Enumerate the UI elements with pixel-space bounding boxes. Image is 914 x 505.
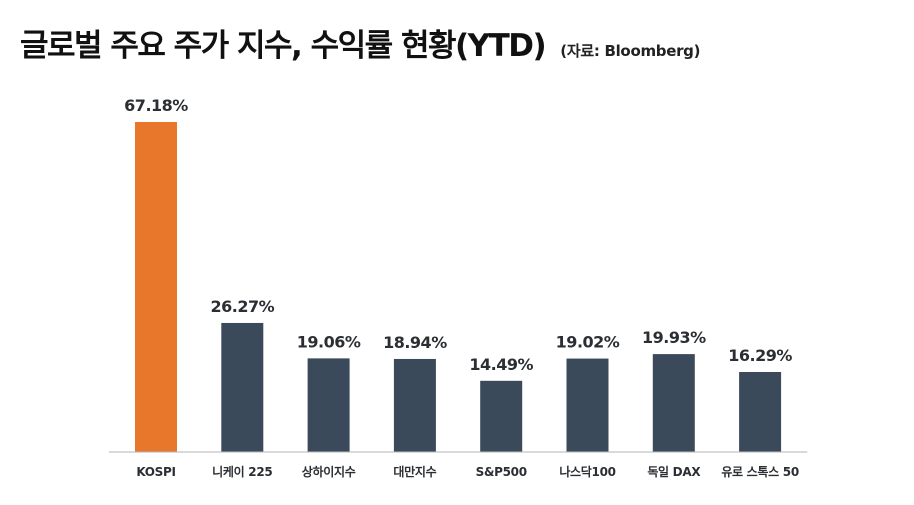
bar-kospi (135, 122, 177, 452)
category-label-대만지수: 대만지수 (393, 464, 436, 479)
value-label-독일-dax: 19.93% (642, 328, 706, 347)
bar-나스닥100 (566, 358, 609, 452)
category-label-상하이지수: 상하이지수 (302, 464, 356, 479)
bar-대만지수 (393, 358, 436, 452)
bar-니케이-225 (221, 322, 264, 452)
category-label-kospi: KOSPI (136, 465, 175, 479)
labels-layer: 67.18% KOSPI 26.27% 니케이 225 19.06% 상하이지수 18.94… (124, 96, 799, 479)
chart-title: 글로벌 주요 주가 지수, 수익률 현황(YTD) (20, 28, 547, 64)
value-label-니케이-225: 26.27% (210, 297, 274, 316)
bar-s-p500 (480, 380, 523, 452)
category-label-나스닥100: 나스닥100 (559, 464, 615, 479)
title-row: 글로벌 주요 주가 지수, 수익률 현황(YTD) (자료: Bloomberg… (20, 20, 900, 72)
bar-유로-스톡스-50 (739, 371, 782, 452)
source-note: (자료: Bloomberg) (560, 42, 701, 60)
category-label-독일-dax: 독일 DAX (647, 465, 701, 479)
bars-layer (135, 122, 782, 452)
value-label-나스닥100: 19.02% (556, 333, 620, 352)
category-label-니케이-225: 니케이 225 (212, 464, 272, 479)
bar-상하이지수 (307, 358, 350, 452)
value-label-대만지수: 18.94% (383, 333, 447, 352)
category-label-유로-스톡스-50: 유로 스톡스 50 (721, 464, 799, 479)
category-label-s-p500: S&P500 (476, 465, 527, 479)
bar-독일-dax (652, 354, 695, 452)
value-label-상하이지수: 19.06% (297, 332, 361, 351)
value-label-kospi: 67.18% (124, 96, 188, 115)
value-label-s-p500: 14.49% (469, 355, 533, 374)
value-label-유로-스톡스-50: 16.29% (728, 346, 792, 365)
